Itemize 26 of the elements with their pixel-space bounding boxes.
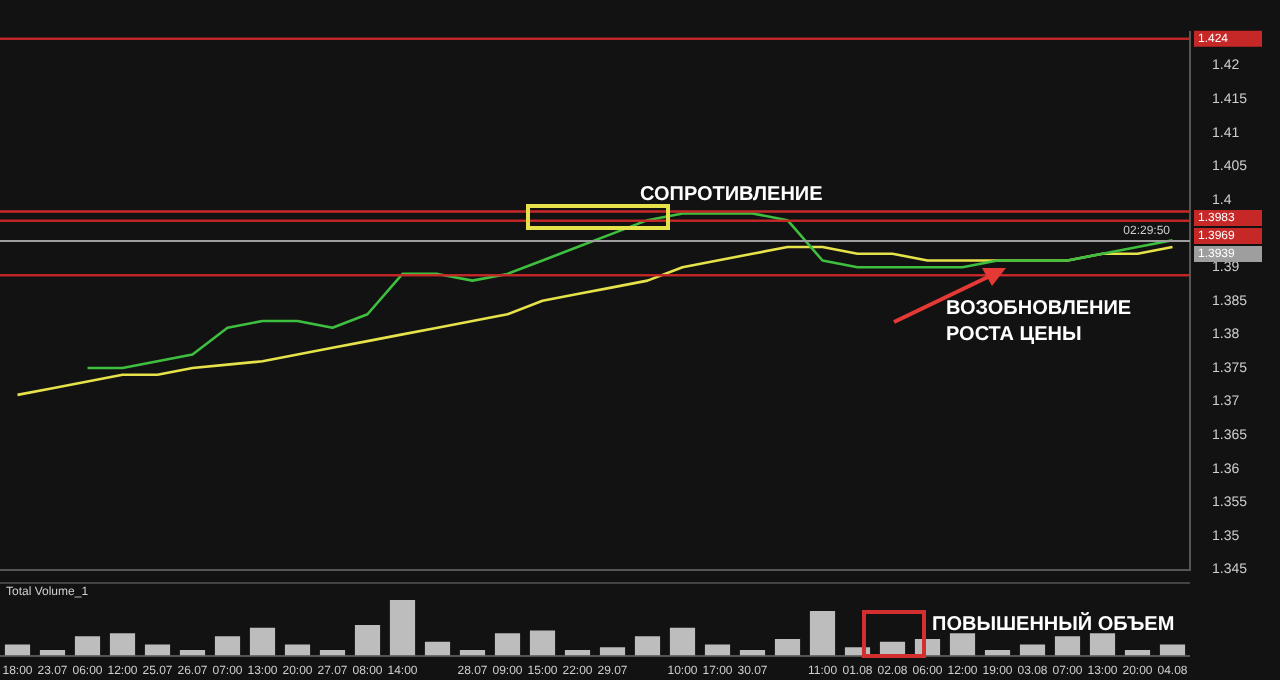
bar (949, 633, 976, 656)
bar (144, 644, 171, 656)
bar (634, 636, 661, 656)
bar (284, 644, 311, 656)
bar (599, 647, 626, 656)
bar (494, 633, 521, 656)
bar (354, 625, 381, 656)
annotation: ПОВЫШЕННЫЙ ОБЪЕМ (932, 609, 1175, 636)
bar (249, 627, 276, 656)
bar (424, 641, 451, 656)
annotation: СОПРОТИВЛЕНИЕ (640, 183, 824, 206)
bar (389, 600, 416, 656)
bar (774, 638, 801, 656)
bar (704, 644, 731, 656)
bar (214, 636, 241, 656)
bar (109, 633, 136, 656)
annotation: ВОЗОБНОВЛЕНИЕ РОСТА ЦЕНЫ (946, 297, 1132, 346)
bar (1054, 636, 1081, 656)
bar (74, 636, 101, 656)
bar (529, 630, 556, 656)
bar (1089, 633, 1116, 656)
bar (809, 611, 836, 656)
bar (1019, 644, 1046, 656)
bar (669, 627, 696, 656)
bar (1159, 644, 1186, 656)
bar (4, 644, 31, 656)
